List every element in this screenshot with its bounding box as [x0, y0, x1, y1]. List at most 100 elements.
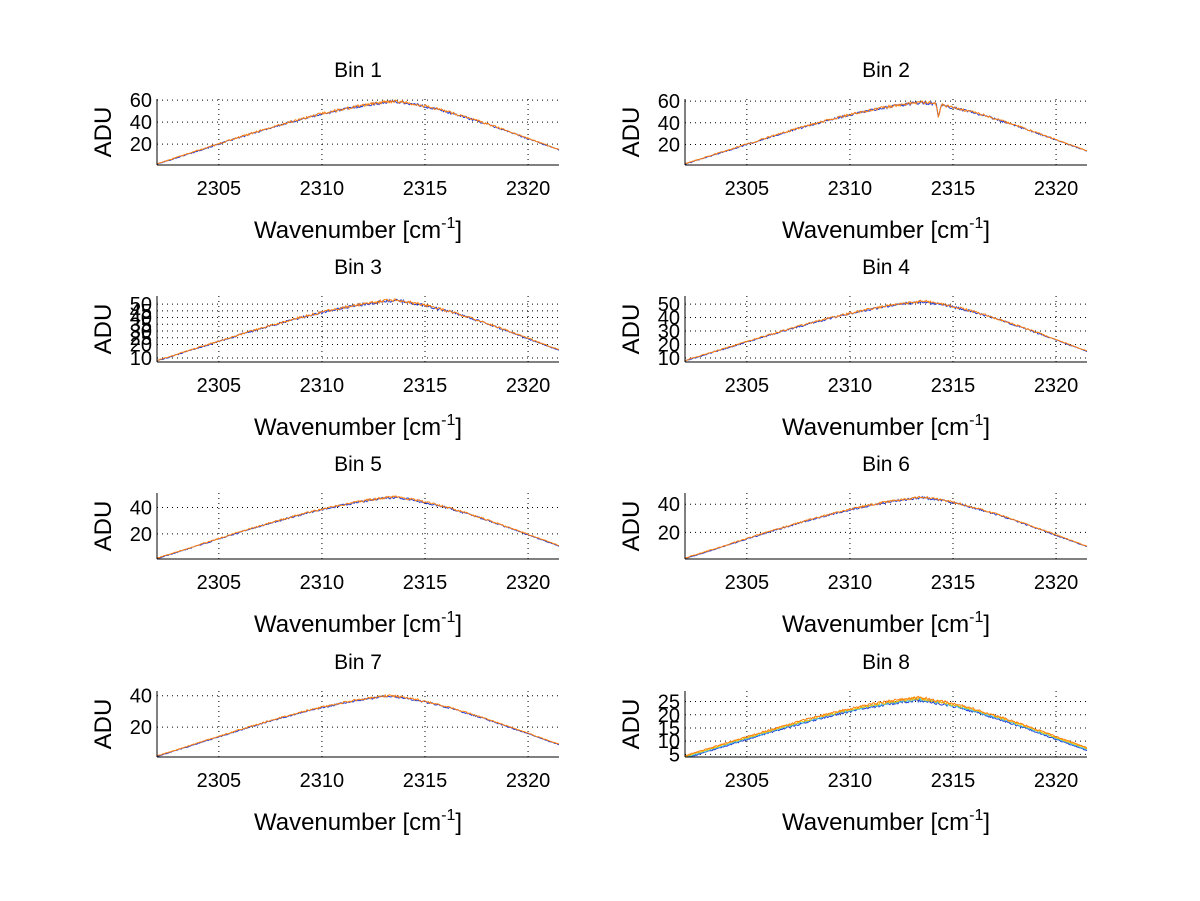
chart-6: Bin 6 2305 2310 2315 2320 20 40 ADU Wavenumber [… [618, 453, 1088, 638]
chart-8-ytick-4: 25 [658, 692, 680, 714]
chart-1-xtick-3: 2320 [506, 178, 551, 200]
chart-1-ylabel: ADU [90, 107, 117, 158]
chart-1-xlabel-sup: -1 [441, 215, 455, 232]
chart-8-ytick-0: 5 [669, 744, 680, 766]
chart-2-xtick-2: 2315 [931, 178, 976, 200]
chart-8-xlabel-sup: -1 [969, 807, 983, 824]
chart-1-series-2 [156, 99, 560, 165]
chart-3-xtick-0: 2305 [197, 375, 242, 397]
chart-3-xlabel-end: ] [455, 414, 462, 441]
chart-6-ylabel: ADU [618, 501, 645, 552]
chart-3-ytick-6: 45 [130, 301, 152, 323]
chart-4-xtick-0: 2305 [725, 375, 770, 397]
chart-1-xtick-1: 2310 [300, 178, 345, 200]
chart-2-ytick-1: 40 [658, 113, 680, 135]
chart-2-xtick-1: 2310 [828, 178, 873, 200]
chart-5-xlabel-main: Wavenumber [cm [254, 611, 441, 638]
chart-3-xlabel: Wavenumber [cm-1] [254, 412, 462, 441]
chart-4-ytick-2: 30 [658, 321, 680, 343]
chart-2-series-2 [684, 100, 1088, 165]
chart-2-xlabel-end: ] [983, 217, 990, 244]
chart-1-xlabel-end: ] [455, 217, 462, 244]
chart-8-series-4 [684, 695, 1088, 757]
chart-7-ytick-0: 20 [130, 717, 152, 739]
chart-2-xlabel-sup: -1 [969, 215, 983, 232]
chart-5-xlabel: Wavenumber [cm-1] [254, 609, 462, 638]
chart-6-ytick-0: 20 [658, 522, 680, 544]
chart-8-xlabel-end: ] [983, 809, 990, 836]
chart-3-title: Bin 3 [334, 256, 382, 279]
chart-6-xlabel-main: Wavenumber [cm [782, 611, 969, 638]
chart-2-ylabel: ADU [618, 107, 645, 158]
chart-2-ytick-0: 20 [658, 134, 680, 156]
chart-3-xtick-2: 2315 [403, 375, 448, 397]
chart-7-series-1 [156, 695, 560, 757]
chart-8-xlabel: Wavenumber [cm-1] [782, 807, 990, 836]
chart-4-xlabel-main: Wavenumber [cm [782, 414, 969, 441]
chart-3-xlabel-sup: -1 [441, 412, 455, 429]
chart-7-xtick-0: 2305 [197, 770, 242, 792]
chart-6-series-1 [684, 495, 1087, 560]
chart-7-title: Bin 7 [334, 651, 382, 674]
chart-5: Bin 5 2305 2310 2315 2320 20 40 ADU Wavenumber [… [90, 453, 560, 638]
chart-3-series-2 [156, 298, 559, 362]
chart-6-xlabel-sup: -1 [969, 609, 983, 626]
chart-5-xtick-2: 2315 [403, 572, 448, 594]
chart-3-xtick-1: 2310 [300, 375, 345, 397]
chart-7-xlabel-end: ] [455, 809, 462, 836]
chart-6-xtick-2: 2315 [931, 572, 976, 594]
chart-1-xtick-0: 2305 [197, 178, 242, 200]
chart-5-series-1 [156, 496, 560, 559]
chart-1-xtick-2: 2315 [403, 178, 448, 200]
chart-8-xtick-2: 2315 [931, 770, 976, 792]
chart-6-xtick-3: 2320 [1034, 572, 1079, 594]
chart-3-ytick-3: 30 [130, 321, 152, 343]
chart-3-ytick-2: 25 [130, 328, 152, 350]
chart-3-ytick-1: 20 [130, 334, 152, 356]
chart-5-series-2 [156, 495, 560, 559]
chart-8-xlabel-main: Wavenumber [cm [782, 809, 969, 836]
chart-1-xlabel-main: Wavenumber [cm [254, 217, 441, 244]
chart-3-ylabel: ADU [90, 304, 117, 355]
chart-7-xtick-3: 2320 [506, 770, 551, 792]
chart-8-ylabel: ADU [618, 699, 645, 750]
chart-5-xlabel-sup: -1 [441, 609, 455, 626]
chart-4-xtick-3: 2320 [1034, 375, 1079, 397]
chart-4-xlabel: Wavenumber [cm-1] [782, 412, 990, 441]
chart-6-xtick-1: 2310 [828, 572, 873, 594]
chart-7-ytick-1: 40 [130, 686, 152, 708]
chart-7-xlabel: Wavenumber [cm-1] [254, 807, 462, 836]
chart-1-ytick-1: 40 [130, 112, 152, 134]
chart-8-xtick-0: 2305 [725, 770, 770, 792]
chart-8-title: Bin 8 [862, 651, 910, 674]
chart-6-title: Bin 6 [862, 453, 910, 476]
chart-3-xlabel-main: Wavenumber [cm [254, 414, 441, 441]
chart-8-xtick-3: 2320 [1034, 770, 1079, 792]
chart-2-series-1 [684, 100, 1087, 165]
chart-5-ytick-0: 20 [130, 524, 152, 546]
chart-5-xlabel-end: ] [455, 611, 462, 638]
chart-6-xtick-0: 2305 [725, 572, 770, 594]
chart-2-title: Bin 2 [862, 59, 910, 82]
chart-2-xtick-0: 2305 [725, 178, 770, 200]
chart-1-ytick-2: 60 [130, 90, 152, 112]
chart-1-series-1 [156, 99, 560, 165]
chart-5-title: Bin 5 [334, 453, 382, 476]
chart-1-ytick-0: 20 [130, 134, 152, 156]
chart-3-ytick-5: 40 [130, 308, 152, 330]
chart-8-ytick-3: 20 [658, 705, 680, 727]
chart-7-xlabel-main: Wavenumber [cm [254, 809, 441, 836]
chart-4-ylabel: ADU [618, 304, 645, 355]
chart-2-xtick-3: 2320 [1034, 178, 1079, 200]
chart-7-xlabel-sup: -1 [441, 807, 455, 824]
chart-5-ytick-1: 40 [130, 498, 152, 520]
chart-1-xlabel: Wavenumber [cm-1] [254, 215, 462, 244]
chart-8-series-3 [685, 696, 1088, 757]
chart-4-series-2 [684, 299, 1088, 361]
chart-5-ylabel: ADU [90, 501, 117, 552]
chart-4-xlabel-end: ] [983, 414, 990, 441]
